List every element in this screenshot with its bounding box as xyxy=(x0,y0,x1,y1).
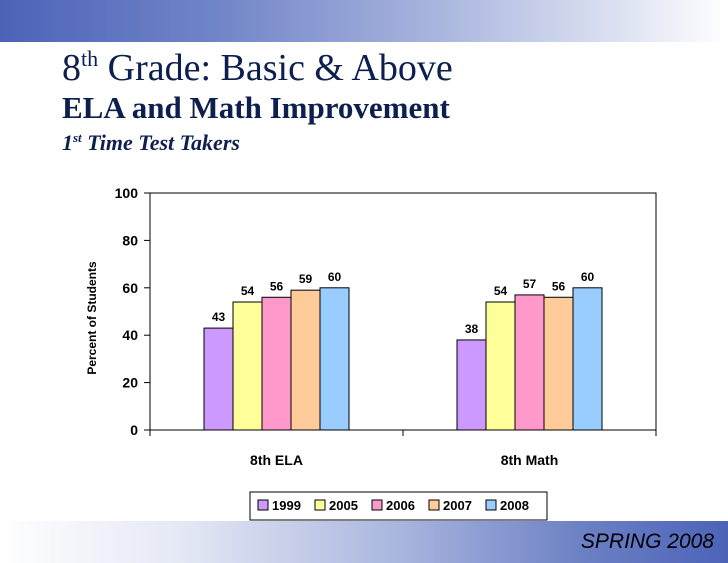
slide-caption: 1st Time Test Takers xyxy=(62,130,240,156)
x-axis xyxy=(149,430,657,436)
bar-2007-0 xyxy=(290,289,321,431)
data-labels: 43 54 56 59 60 38 54 57 56 60 xyxy=(212,270,595,336)
category-label-0: 8th ELA xyxy=(250,452,303,468)
bar-2006-0 xyxy=(261,296,292,431)
caption-text: Time Test Takers xyxy=(87,130,240,155)
bar-2007-1 xyxy=(543,296,574,431)
y-tick-label: 20 xyxy=(122,375,138,391)
data-label-2008-0: 60 xyxy=(328,270,342,284)
bar-2006-1 xyxy=(514,294,545,431)
bar-2008-1 xyxy=(572,287,603,431)
category-label-1: 8th Math xyxy=(501,452,559,468)
legend-swatch-2008 xyxy=(485,499,497,511)
data-label-1999-0: 43 xyxy=(212,310,226,324)
legend-label-1999: 1999 xyxy=(272,498,301,513)
data-label-2007-1: 56 xyxy=(552,279,566,293)
bottom-gradient-band xyxy=(0,521,728,563)
legend-swatch-2007 xyxy=(428,499,440,511)
legend-label-2008: 2008 xyxy=(500,498,529,513)
y-axis-title: Percent of Students xyxy=(85,261,99,375)
y-tick-label: 60 xyxy=(122,280,138,296)
legend-swatch-2005 xyxy=(314,499,326,511)
data-label-2005-0: 54 xyxy=(241,284,255,298)
top-gradient-band xyxy=(0,0,728,42)
bar-1999-1 xyxy=(456,339,487,431)
bar-2005-1 xyxy=(485,301,516,431)
y-axis: 0 20 40 60 80 100 xyxy=(115,185,150,438)
legend-label-2005: 2005 xyxy=(329,498,358,513)
legend: 1999 2005 2006 2007 2008 xyxy=(249,491,548,521)
legend-swatch-2006 xyxy=(371,499,383,511)
y-tick-label: 100 xyxy=(115,185,139,201)
bars xyxy=(203,287,603,431)
slide-subtitle: ELA and Math Improvement xyxy=(62,90,450,125)
data-label-2005-1: 54 xyxy=(494,284,508,298)
footer-label: SPRING 2008 xyxy=(580,530,714,553)
legend-swatch-1999 xyxy=(257,499,269,511)
caption-suffix: st xyxy=(73,130,82,145)
bar-1999-0 xyxy=(203,327,234,431)
category-labels: 8th ELA 8th Math xyxy=(250,452,558,468)
title-grade-suffix: th xyxy=(81,46,99,71)
slide-title: 8th Grade: Basic & Above xyxy=(62,46,453,90)
y-tick-label: 40 xyxy=(122,327,138,343)
legend-box xyxy=(249,491,548,521)
legend-label-2007: 2007 xyxy=(443,498,472,513)
caption-number: 1 xyxy=(62,130,73,155)
data-label-1999-1: 38 xyxy=(465,322,479,336)
bar-2008-0 xyxy=(319,287,350,431)
data-label-2006-1: 57 xyxy=(523,277,537,291)
y-tick-label: 0 xyxy=(130,422,138,438)
title-grade-number: 8 xyxy=(62,47,81,89)
data-label-2007-0: 59 xyxy=(299,272,313,286)
legend-label-2006: 2006 xyxy=(386,498,415,513)
title-main: Grade: Basic & Above xyxy=(107,47,453,89)
data-label-2008-1: 60 xyxy=(581,270,595,284)
data-label-2006-0: 56 xyxy=(270,279,284,293)
y-tick-label: 80 xyxy=(122,232,138,248)
bar-2005-0 xyxy=(232,301,263,431)
